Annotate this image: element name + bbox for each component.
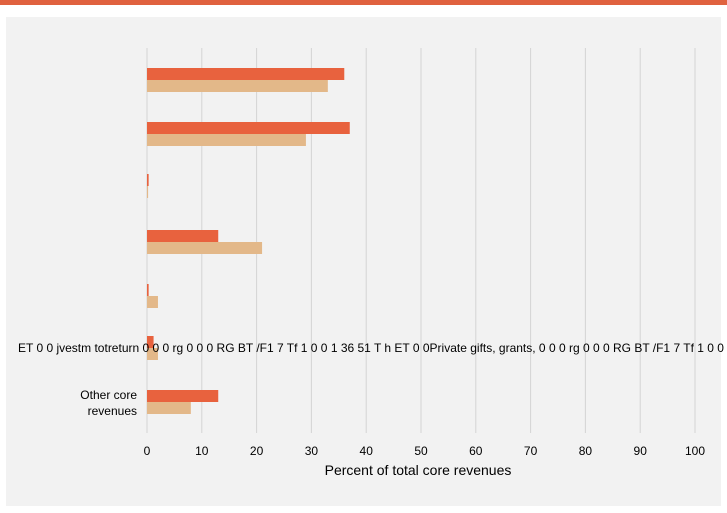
x-tick-label: 60	[469, 444, 483, 458]
series-b-bar	[147, 80, 328, 92]
series-a-bar	[147, 336, 154, 348]
category-label: revenues	[88, 404, 137, 418]
x-tick-label: 20	[250, 444, 264, 458]
series-a-bar	[147, 230, 219, 242]
gridlines	[146, 48, 696, 433]
category-labels: ET 0 0 jvestm totreturn 0 0 0 rg 0 0 0 R…	[18, 341, 727, 418]
series-a-bar	[147, 122, 350, 134]
x-tick-label: 50	[414, 444, 428, 458]
x-tick-label: 0	[144, 444, 151, 458]
series-b-bar	[147, 242, 263, 254]
series-b-bar	[147, 134, 306, 146]
x-tick-label: 10	[195, 444, 209, 458]
x-tick-label: 90	[634, 444, 648, 458]
chart-panel	[6, 17, 721, 506]
series-a-bar	[147, 174, 149, 186]
x-tick-label: 70	[524, 444, 538, 458]
x-tick-labels: 0 10 20 30 40 50 60 70 80 90 100	[144, 444, 706, 458]
series-b-bar	[147, 296, 158, 308]
category-label: Other core	[80, 388, 137, 402]
category-label: ET 0 0 jvestm totreturn 0 0 0 rg 0 0 0 R…	[18, 341, 727, 355]
top-rule	[0, 0, 727, 5]
series-a-bar	[147, 390, 219, 402]
series-b-bar	[147, 402, 191, 414]
x-tick-label: 40	[360, 444, 374, 458]
series-a-bar	[147, 284, 149, 296]
series-b-bar	[147, 186, 149, 198]
x-tick-label: 100	[685, 444, 705, 458]
series-a-bar	[147, 68, 345, 80]
x-axis-title: Percent of total core revenues	[325, 462, 512, 478]
x-tick-label: 30	[305, 444, 319, 458]
x-tick-label: 80	[579, 444, 593, 458]
series-b-bar	[147, 348, 158, 360]
bars	[147, 68, 350, 414]
